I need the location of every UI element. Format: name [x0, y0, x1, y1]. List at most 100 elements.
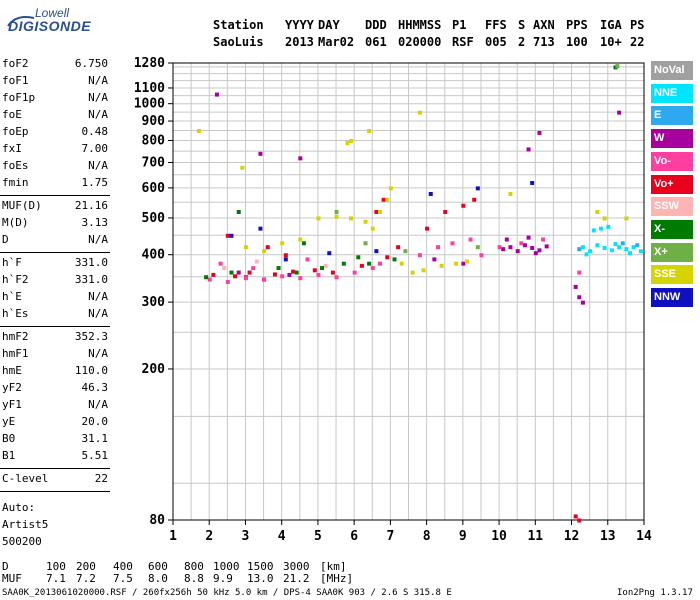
data-point-x- — [475, 245, 480, 250]
data-point-nne — [624, 247, 629, 252]
data-point-vo- — [243, 276, 248, 281]
data-point-w — [544, 244, 549, 249]
muf-distance-value: 3000 — [283, 560, 310, 573]
data-point-sse — [410, 270, 415, 275]
param-row: foEp 0.48 — [2, 125, 108, 141]
header-col-label: PPS — [566, 18, 588, 32]
legend-item: NoVal — [651, 61, 693, 80]
data-point-w — [515, 249, 520, 254]
data-point-vo- — [577, 270, 582, 275]
param-value: N/A — [88, 307, 108, 320]
muf-distance-value: 1500 — [247, 560, 274, 573]
x-tick-label: 14 — [636, 529, 652, 544]
data-point-vo- — [468, 237, 473, 242]
muf-frequency-value: 7.2 — [76, 572, 96, 585]
data-point-w — [461, 261, 466, 266]
param-row: foF1 N/A — [2, 74, 108, 90]
param-row: M(D) 3.13 — [2, 216, 108, 232]
header-col-value: RSF — [452, 35, 474, 49]
data-point-nne — [638, 249, 643, 254]
muf-frequency-value: 7.1 — [46, 572, 66, 585]
data-point-x- — [363, 241, 368, 246]
data-point-w — [236, 270, 241, 275]
muf-distance-label: D — [2, 560, 9, 573]
param-name: C-level — [2, 472, 49, 485]
header-col-value: SaoLuis — [213, 35, 264, 49]
data-point-vo- — [262, 277, 267, 282]
data-point-vo- — [218, 261, 223, 266]
muf-distance-unit: [km] — [320, 560, 347, 573]
digisonde-logo-swoosh — [7, 16, 35, 27]
data-point-x- — [392, 257, 397, 262]
data-point-sse — [298, 237, 303, 242]
data-point-sse — [240, 165, 245, 170]
data-point-x- — [301, 241, 306, 246]
muf-distance-value: 200 — [76, 560, 96, 573]
legend-item: SSW — [651, 197, 693, 217]
y-tick-label: 300 — [142, 295, 166, 310]
data-point-sse — [508, 191, 513, 196]
data-point-w — [501, 247, 506, 252]
muf-label: MUF — [2, 572, 22, 585]
data-point-nne — [584, 252, 589, 257]
param-name: D — [2, 233, 9, 246]
muf-distance-value: 100 — [46, 560, 66, 573]
y-tick-label: 1280 — [134, 56, 165, 71]
data-point-ssw — [222, 266, 227, 271]
data-point-nne — [588, 249, 593, 254]
header-col-label: DAY — [318, 18, 340, 32]
param-row: yF2 46.3 — [2, 381, 108, 397]
data-point-sse — [349, 216, 354, 221]
param-name: foE — [2, 108, 22, 121]
param-value: N/A — [88, 91, 108, 104]
data-point-vo- — [251, 266, 256, 271]
param-value: 5.51 — [81, 449, 109, 462]
muf-distance-value: 1000 — [213, 560, 240, 573]
y-tick-label: 600 — [142, 181, 166, 196]
plot-frame — [172, 62, 645, 521]
data-point-vo- — [396, 245, 401, 250]
param-name: foEp — [2, 125, 29, 138]
data-point-nnw — [258, 226, 263, 231]
data-point-vo- — [330, 270, 335, 275]
param-value: N/A — [88, 74, 108, 87]
data-point-x- — [236, 209, 241, 214]
data-point-vo- — [519, 241, 524, 246]
header-col-value: Mar02 — [318, 35, 355, 49]
autoscaling-version: 500200 — [2, 535, 42, 548]
data-point-vo- — [280, 274, 285, 279]
data-point-x- — [367, 261, 372, 266]
header-col-label: HHMMSS — [398, 18, 442, 32]
header-col-label: Station — [213, 18, 264, 32]
param-name: h`Es — [2, 307, 29, 320]
data-point-sse — [624, 216, 629, 221]
param-value: 331.0 — [74, 256, 108, 269]
muf-frequency-value: 7.5 — [113, 572, 133, 585]
param-value: 352.3 — [74, 330, 108, 343]
data-point-e — [620, 241, 625, 246]
param-row: B0 31.1 — [2, 432, 108, 448]
data-point-nne — [613, 242, 618, 247]
param-row: D N/A — [2, 233, 108, 249]
param-name: h`F2 — [2, 273, 29, 286]
param-group-divider — [0, 491, 110, 492]
data-point-sse — [417, 110, 422, 115]
data-point-vo- — [312, 268, 317, 273]
data-point-w — [214, 92, 219, 97]
param-group-divider — [0, 195, 110, 196]
footer-file-info: SAA0K_2013061020000.RSF / 260fx256h 50 k… — [2, 588, 452, 598]
data-point-sse — [262, 249, 267, 254]
data-point-vo- — [359, 263, 364, 268]
muf-distance-value: 800 — [184, 560, 204, 573]
data-point-w — [432, 257, 437, 262]
param-row: B1 5.51 — [2, 449, 108, 465]
data-point-vo- — [374, 209, 379, 214]
data-point-vo- — [316, 272, 321, 277]
data-point-nne — [609, 248, 614, 253]
data-point-sse — [367, 128, 372, 133]
data-point-sse — [349, 138, 354, 143]
param-name: hmE — [2, 364, 22, 377]
param-row: yE 20.0 — [2, 415, 108, 431]
param-value: N/A — [88, 108, 108, 121]
